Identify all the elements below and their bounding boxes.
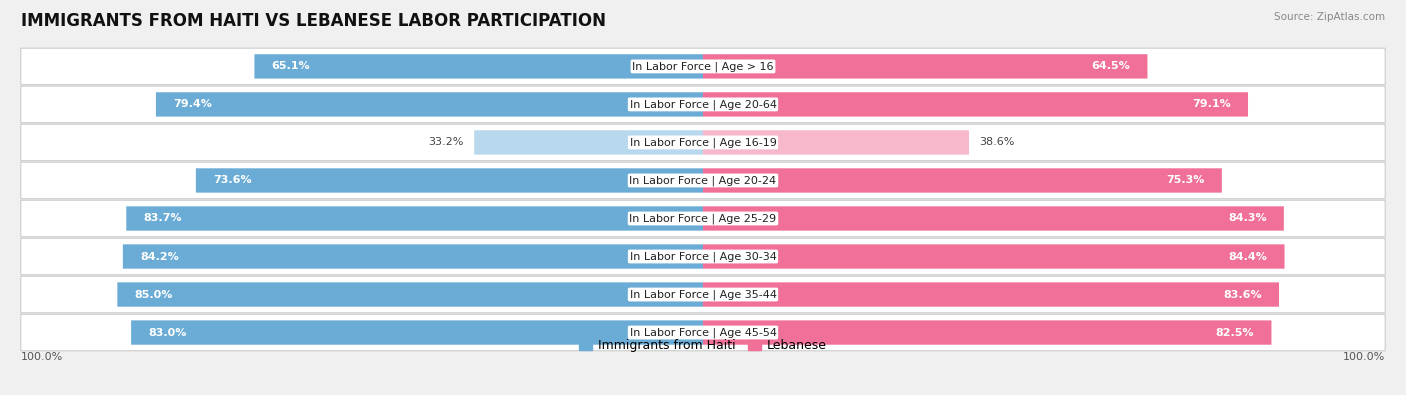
Text: In Labor Force | Age 25-29: In Labor Force | Age 25-29	[630, 213, 776, 224]
FancyBboxPatch shape	[117, 282, 703, 307]
FancyBboxPatch shape	[703, 320, 1271, 345]
Text: In Labor Force | Age 30-34: In Labor Force | Age 30-34	[630, 251, 776, 262]
FancyBboxPatch shape	[254, 54, 703, 79]
FancyBboxPatch shape	[21, 238, 1385, 275]
Text: 75.3%: 75.3%	[1166, 175, 1205, 186]
Text: 100.0%: 100.0%	[21, 352, 63, 361]
Text: In Labor Force | Age 16-19: In Labor Force | Age 16-19	[630, 137, 776, 148]
Text: In Labor Force | Age 20-24: In Labor Force | Age 20-24	[630, 175, 776, 186]
Text: 73.6%: 73.6%	[214, 175, 252, 186]
Text: 100.0%: 100.0%	[1343, 352, 1385, 361]
Text: IMMIGRANTS FROM HAITI VS LEBANESE LABOR PARTICIPATION: IMMIGRANTS FROM HAITI VS LEBANESE LABOR …	[21, 12, 606, 30]
FancyBboxPatch shape	[703, 92, 1249, 117]
Text: 82.5%: 82.5%	[1216, 327, 1254, 338]
Text: 64.5%: 64.5%	[1091, 61, 1130, 71]
FancyBboxPatch shape	[127, 206, 703, 231]
Text: 83.6%: 83.6%	[1223, 290, 1261, 299]
FancyBboxPatch shape	[21, 86, 1385, 123]
FancyBboxPatch shape	[131, 320, 703, 345]
FancyBboxPatch shape	[703, 54, 1147, 79]
FancyBboxPatch shape	[156, 92, 703, 117]
Text: 83.7%: 83.7%	[143, 213, 183, 224]
FancyBboxPatch shape	[703, 130, 969, 154]
FancyBboxPatch shape	[474, 130, 703, 154]
Text: 79.4%: 79.4%	[173, 100, 212, 109]
FancyBboxPatch shape	[703, 206, 1284, 231]
FancyBboxPatch shape	[122, 245, 703, 269]
FancyBboxPatch shape	[195, 168, 703, 193]
FancyBboxPatch shape	[21, 200, 1385, 237]
Text: 79.1%: 79.1%	[1192, 100, 1230, 109]
FancyBboxPatch shape	[703, 245, 1285, 269]
Text: 84.2%: 84.2%	[141, 252, 179, 261]
Text: In Labor Force | Age 45-54: In Labor Force | Age 45-54	[630, 327, 776, 338]
FancyBboxPatch shape	[21, 276, 1385, 313]
FancyBboxPatch shape	[703, 282, 1279, 307]
Text: In Labor Force | Age 20-64: In Labor Force | Age 20-64	[630, 99, 776, 110]
FancyBboxPatch shape	[21, 314, 1385, 351]
Text: 84.3%: 84.3%	[1227, 213, 1267, 224]
Text: 65.1%: 65.1%	[271, 61, 311, 71]
Text: Source: ZipAtlas.com: Source: ZipAtlas.com	[1274, 12, 1385, 22]
FancyBboxPatch shape	[21, 124, 1385, 161]
FancyBboxPatch shape	[21, 48, 1385, 85]
Text: In Labor Force | Age > 16: In Labor Force | Age > 16	[633, 61, 773, 71]
Text: 85.0%: 85.0%	[135, 290, 173, 299]
FancyBboxPatch shape	[21, 162, 1385, 199]
Text: 83.0%: 83.0%	[149, 327, 187, 338]
Text: 84.4%: 84.4%	[1229, 252, 1267, 261]
Text: In Labor Force | Age 35-44: In Labor Force | Age 35-44	[630, 289, 776, 300]
Text: 33.2%: 33.2%	[429, 137, 464, 147]
Text: 38.6%: 38.6%	[979, 137, 1015, 147]
Legend: Immigrants from Haiti, Lebanese: Immigrants from Haiti, Lebanese	[574, 335, 832, 357]
FancyBboxPatch shape	[703, 168, 1222, 193]
